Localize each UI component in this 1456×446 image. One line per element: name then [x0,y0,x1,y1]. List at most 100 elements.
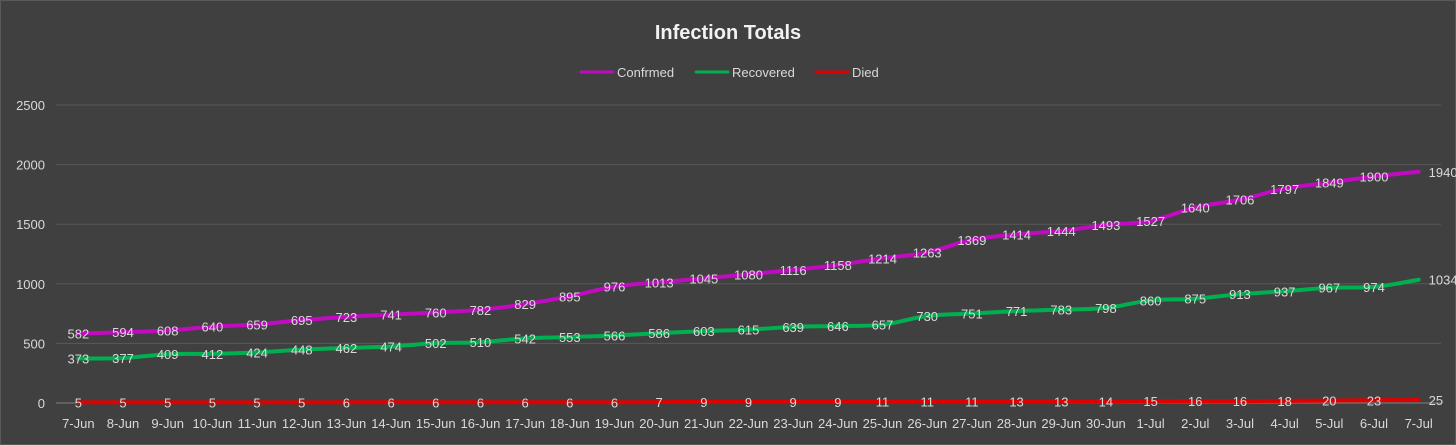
data-label-recovered: 542 [514,331,536,346]
data-label-confrmed: 760 [425,305,447,320]
data-label-confrmed: 895 [559,289,581,304]
data-label-recovered: 377 [112,351,134,366]
data-label-confrmed: 1640 [1181,201,1210,216]
data-label-died: 7 [656,395,663,410]
data-label-confrmed: 1706 [1225,193,1254,208]
x-tick-label: 24-Jun [818,416,858,431]
data-label-died: 16 [1188,394,1202,409]
y-tick-label: 500 [23,336,45,351]
x-tick-label: 7-Jul [1405,416,1433,431]
data-label-recovered: 412 [202,347,224,362]
x-tick-label: 8-Jun [107,416,140,431]
data-label-confrmed: 741 [380,308,402,323]
data-label-recovered: 615 [738,323,760,338]
x-tick-label: 26-Jun [907,416,947,431]
x-tick-label: 22-Jun [729,416,769,431]
data-label-confrmed: 1900 [1360,170,1389,185]
data-label-confrmed: 1527 [1136,214,1165,229]
data-label-recovered: 409 [157,347,179,362]
data-label-recovered: 566 [604,329,626,344]
data-label-died: 13 [1054,394,1068,409]
x-tick-label: 5-Jul [1315,416,1343,431]
x-axis: 7-Jun 8-Jun 9-Jun 10-Jun 11-Jun 12-Jun 13-Jun 1… [62,416,1433,431]
data-label-died: 13 [1009,394,1023,409]
series-lines [76,169,1421,405]
data-label-recovered: 771 [1006,304,1028,319]
data-label-recovered: 730 [916,309,938,324]
data-label-died: 18 [1277,394,1291,409]
data-label-confrmed: 1414 [1002,227,1031,242]
data-label-confrmed: 1849 [1315,176,1344,191]
x-tick-label: 17-Jun [505,416,545,431]
x-tick-label: 28-Jun [997,416,1037,431]
data-label-recovered: 586 [648,326,670,341]
x-tick-label: 10-Jun [192,416,232,431]
data-label-confrmed: 1493 [1091,218,1120,233]
data-label-confrmed: 1263 [913,245,942,260]
x-tick-label: 1-Jul [1137,416,1165,431]
data-label-died: 15 [1143,394,1157,409]
data-label-died: 14 [1099,394,1113,409]
data-label-died: 6 [611,395,618,410]
data-label-confrmed: 1013 [645,275,674,290]
data-label-died: 6 [387,395,394,410]
x-tick-label: 4-Jul [1271,416,1299,431]
data-label-died: 6 [432,395,439,410]
data-label-recovered: 553 [559,330,581,345]
legend-label-died: Died [852,65,879,80]
legend: Confrmed Recovered Died [579,65,879,80]
data-label-recovered: 474 [380,339,402,354]
data-label-died: 6 [477,395,484,410]
chart-title: Infection Totals [655,22,801,44]
data-label-confrmed: 1158 [824,258,852,273]
x-tick-label: 2-Jul [1181,416,1209,431]
data-label-recovered: 448 [291,343,313,358]
data-label-confrmed: 1369 [957,233,986,248]
x-tick-label: 25-Jun [863,416,903,431]
data-label-recovered: 751 [961,306,983,321]
x-tick-label: 3-Jul [1226,416,1254,431]
x-tick-label: 6-Jul [1360,416,1388,431]
x-tick-label: 23-Jun [773,416,813,431]
data-label-died: 11 [965,395,979,410]
data-label-confrmed: 608 [157,324,179,339]
y-tick-label: 2000 [16,158,45,173]
data-label-died: 5 [209,395,216,410]
y-tick-label: 1000 [16,277,45,292]
x-tick-label: 15-Jun [416,416,456,431]
data-label-recovered: 639 [782,320,804,335]
data-label-died: 25 [1429,393,1443,408]
data-label-recovered: 424 [246,345,268,360]
legend-label-confrmed: Confrmed [617,65,674,80]
x-tick-label: 20-Jun [639,416,679,431]
x-tick-label: 9-Jun [151,416,184,431]
data-label-recovered: 1034 [1429,273,1456,288]
data-label-confrmed: 976 [604,280,626,295]
data-label-confrmed: 659 [246,317,268,332]
data-label-died: 5 [75,395,82,410]
y-axis: 0 500 1000 1500 2000 2500 [16,98,45,411]
data-label-recovered: 462 [336,341,358,356]
data-label-confrmed: 1940 [1429,165,1456,180]
data-label-confrmed: 723 [336,310,358,325]
x-tick-label: 27-Jun [952,416,992,431]
data-label-confrmed: 1116 [780,263,807,278]
data-label-died: 5 [253,395,260,410]
data-label-confrmed: 829 [514,297,536,312]
data-label-died: 11 [920,395,934,410]
data-label-recovered: 860 [1140,293,1162,308]
data-label-recovered: 913 [1229,287,1251,302]
legend-label-recovered: Recovered [732,65,795,80]
y-tick-label: 0 [38,396,45,411]
data-label-died: 5 [164,395,171,410]
x-tick-label: 16-Jun [461,416,501,431]
data-label-recovered: 875 [1184,292,1206,307]
x-tick-label: 19-Jun [595,416,635,431]
x-tick-label: 29-Jun [1041,416,1081,431]
y-tick-label: 1500 [16,217,45,232]
x-tick-label: 11-Jun [238,416,277,431]
data-label-recovered: 967 [1318,281,1340,296]
